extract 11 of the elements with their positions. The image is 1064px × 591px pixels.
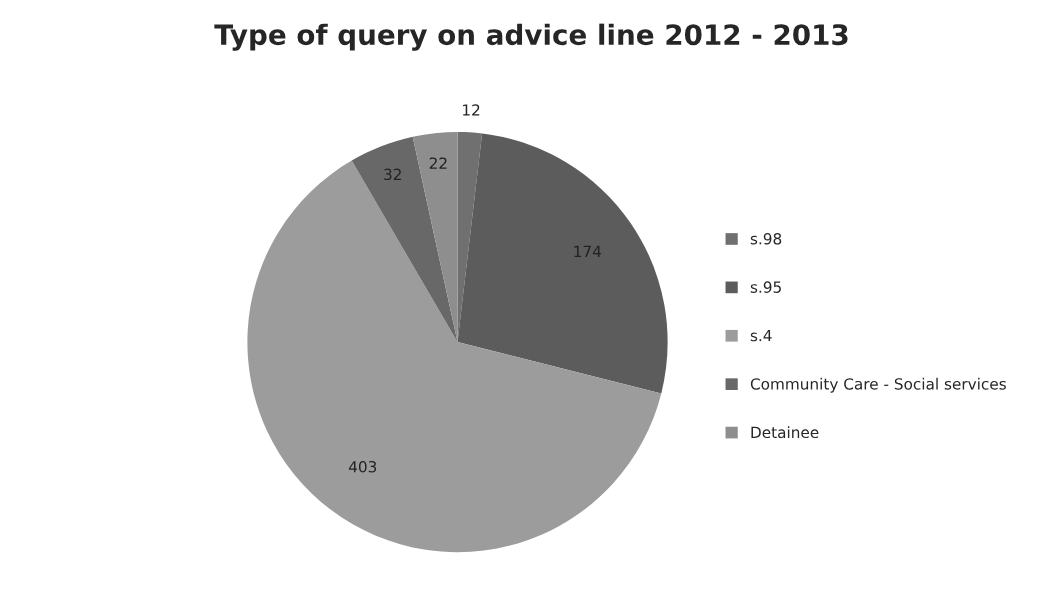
data-label: 32	[384, 168, 401, 181]
legend-label: s.95	[750, 281, 781, 293]
data-label: 12	[463, 104, 480, 116]
legend-label: Community Care - Social services	[750, 377, 1006, 393]
legend-label: s.4	[750, 329, 772, 342]
data-label: 22	[429, 157, 447, 169]
chart-title: Type of query on advice line 2012 - 2013	[214, 23, 848, 51]
data-label: 403	[348, 460, 377, 473]
data-label: 174	[574, 245, 602, 257]
legend-label: s.98	[750, 232, 782, 245]
legend-label: Detainee	[751, 426, 819, 439]
